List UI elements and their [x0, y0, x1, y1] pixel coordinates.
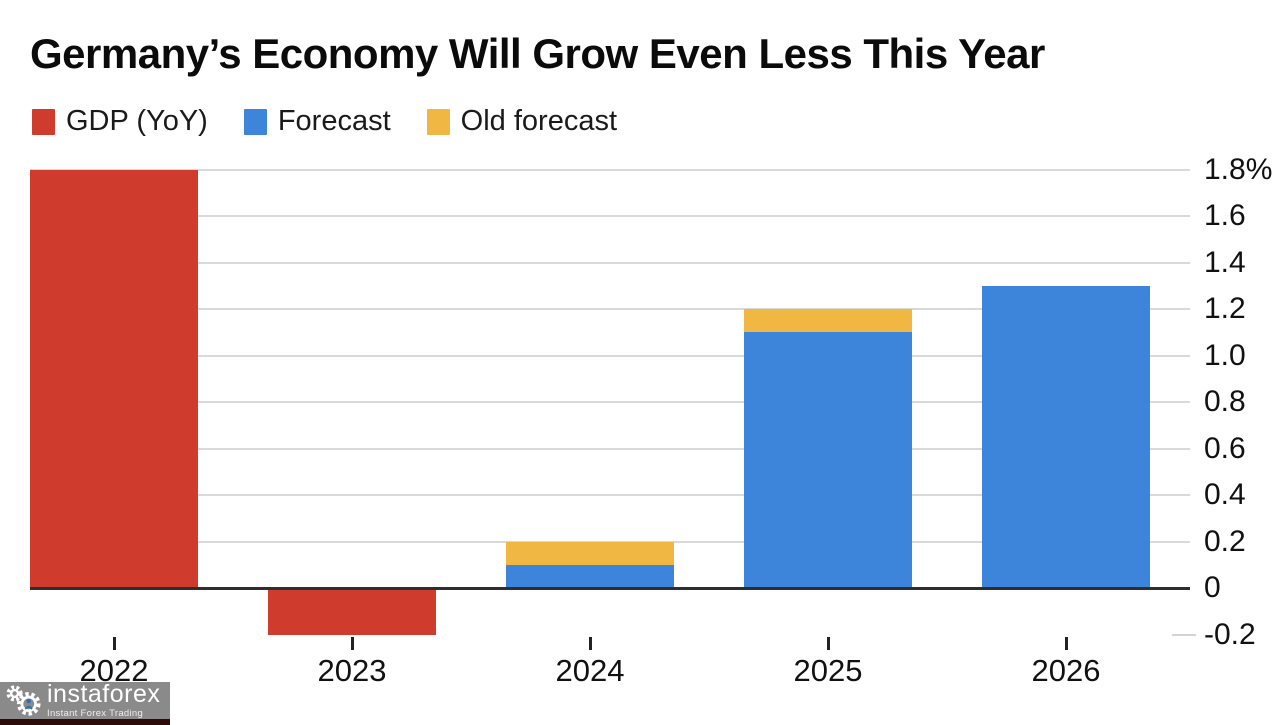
ytick-label--0.2: -0.2: [1204, 617, 1256, 651]
xtick-2025: [826, 637, 830, 650]
legend-item-gdp: GDP (YoY): [32, 105, 208, 138]
bar-2022-gdp-yoy-: [30, 169, 198, 588]
legend-swatch-old-forecast: [426, 108, 450, 135]
gridline-1.0: [30, 354, 1190, 357]
legend-label-old-forecast: Old forecast: [460, 105, 618, 137]
watermark-tagline: Instant Forex Trading: [47, 708, 144, 720]
watermark-brand: instaforex: [47, 680, 161, 709]
bar-2026-forecast: [982, 285, 1150, 588]
legend: GDP (YoY) Forecast Old forecast: [32, 105, 653, 138]
legend-swatch-forecast: [243, 108, 267, 135]
watermark-bottom-strip: [0, 719, 170, 725]
watermark: instaforex Instant Forex Trading: [0, 682, 170, 725]
bar-2024-forecast: [506, 564, 674, 588]
ytick-label-1.0: 1.0: [1204, 338, 1246, 372]
legend-label-forecast: Forecast: [277, 105, 391, 137]
xtick-2022: [112, 637, 116, 650]
xtick-2026: [1064, 637, 1068, 650]
ytick-label-1.2: 1.2: [1204, 292, 1246, 325]
xtick-label-2023: 2023: [317, 653, 387, 688]
xtick-2024: [588, 637, 592, 650]
ytick-label-1.4: 1.4: [1204, 245, 1246, 279]
bar-2025-old-forecast: [744, 309, 912, 333]
bar-2025-forecast: [744, 332, 912, 588]
gridline-1.2: [30, 308, 1190, 310]
ytick-label-0.6: 0.6: [1204, 431, 1246, 465]
xtick-label-2024: 2024: [555, 653, 625, 688]
gridline-0.6: [30, 447, 1190, 450]
instaforex-gears-logo-icon: [6, 684, 41, 716]
gridline-1.8%: [30, 168, 1190, 171]
legend-label-gdp: GDP (YoY): [66, 105, 208, 137]
gridline--0.2: [1172, 633, 1196, 636]
chart-title: Germany’s Economy Will Grow Even Less Th…: [30, 30, 1045, 77]
bar-2024-old-forecast: [506, 541, 674, 565]
ytick-label-1.8%: 1.8%: [1204, 152, 1273, 186]
ytick-label-0.8: 0.8: [1204, 385, 1246, 418]
ytick-label-1.6: 1.6: [1204, 199, 1246, 232]
legend-swatch-gdp: [32, 108, 55, 135]
gridline-0.8: [30, 401, 1190, 403]
xtick-label-2026: 2026: [1031, 653, 1101, 688]
xtick-label-2025: 2025: [793, 653, 863, 688]
legend-item-forecast: Forecast: [243, 105, 391, 138]
ytick-label-0.4: 0.4: [1204, 478, 1246, 511]
bar-2023-gdp-yoy-: [268, 588, 436, 635]
legend-item-old-forecast: Old forecast: [426, 105, 618, 138]
watermark-text: instaforex Instant Forex Trading: [47, 682, 160, 719]
gridline-0.4: [30, 494, 1190, 496]
ytick-label-0: 0: [1204, 571, 1221, 604]
gridline-1.6: [30, 215, 1190, 217]
x-axis-line: [30, 586, 1190, 590]
xtick-2023: [350, 637, 354, 650]
gridline-1.4: [30, 261, 1190, 264]
watermark-body: instaforex Instant Forex Trading: [0, 682, 170, 719]
ytick-label-0.2: 0.2: [1204, 524, 1246, 558]
